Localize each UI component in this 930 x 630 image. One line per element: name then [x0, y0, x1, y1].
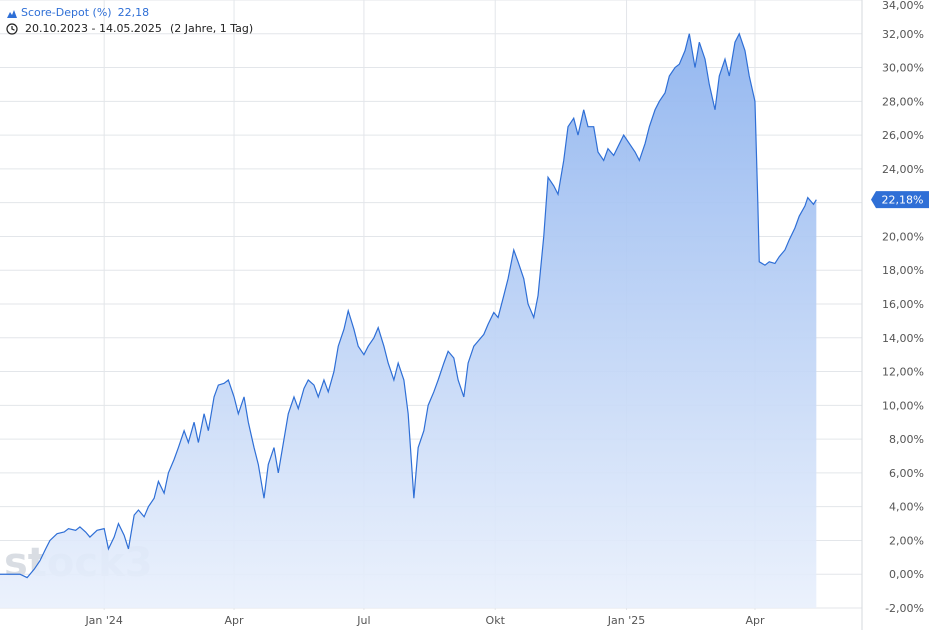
clock-icon: [6, 23, 18, 35]
y-tick-label: 2,00%: [889, 534, 924, 547]
mountain-chart-icon: [7, 10, 17, 18]
series-line: [0, 32, 817, 579]
y-tick-label: 34,00%: [882, 0, 924, 12]
x-tick-label: Jan '25: [607, 614, 645, 627]
y-tick-label: 24,00%: [882, 163, 924, 176]
y-tick-label: -2,00%: [885, 602, 924, 615]
legend-range-detail: (2 Jahre, 1 Tag): [169, 22, 254, 35]
y-axis-tick-labels: 34,00%32,00%30,00%28,00%26,00%24,00%22,0…: [882, 0, 924, 615]
y-tick-label: 8,00%: [889, 433, 924, 446]
legend-series-name: Score-Depot (%): [21, 6, 112, 19]
series-area-fill: [0, 33, 817, 608]
last-value-label: 22,18%: [882, 194, 924, 207]
y-tick-label: 26,00%: [882, 129, 924, 142]
y-tick-label: 12,00%: [882, 366, 924, 379]
x-tick-label: Okt: [486, 614, 506, 627]
y-tick-label: 14,00%: [882, 332, 924, 345]
legend-series-value: 22,18: [117, 6, 150, 19]
x-tick-label: Jul: [356, 614, 370, 627]
x-tick-label: Jan '24: [84, 614, 122, 627]
legend-range-row[interactable]: 20.10.2023 - 14.05.2025 (2 Jahre, 1 Tag): [6, 21, 253, 37]
y-tick-label: 6,00%: [889, 467, 924, 480]
y-tick-label: 16,00%: [882, 298, 924, 311]
y-tick-label: 0,00%: [889, 568, 924, 581]
chart-legend: Score-Depot (%) 22,18 20.10.2023 - 14.05…: [6, 5, 253, 37]
last-value-badge: 22,18%: [871, 191, 929, 209]
x-axis-tick-labels: Jan '24 Apr Jul Okt Jan '25 Apr: [84, 614, 765, 627]
x-tick-label: Apr: [225, 614, 245, 627]
y-tick-label: 20,00%: [882, 230, 924, 243]
last-value-badge-shape: [871, 191, 929, 209]
y-tick-label: 32,00%: [882, 28, 924, 41]
legend-date-range: 20.10.2023 - 14.05.2025: [25, 22, 162, 35]
y-tick-label: 18,00%: [882, 264, 924, 277]
y-tick-label: 10,00%: [882, 399, 924, 412]
legend-series-row[interactable]: Score-Depot (%) 22,18: [6, 5, 253, 21]
y-tick-label: 30,00%: [882, 62, 924, 75]
x-tick-label: Apr: [745, 614, 765, 627]
y-tick-label: 4,00%: [889, 501, 924, 514]
y-tick-label: 28,00%: [882, 95, 924, 108]
